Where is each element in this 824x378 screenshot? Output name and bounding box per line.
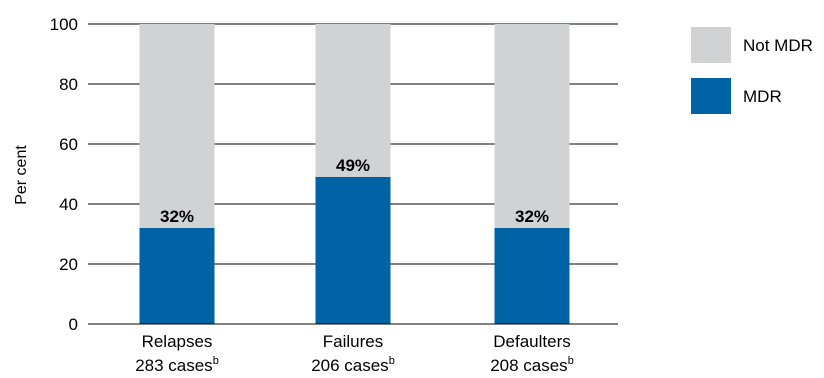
y-tick-label: 60 [59, 135, 78, 154]
legend: Not MDR MDR [691, 27, 813, 114]
legend-swatch-mdr [691, 78, 731, 114]
y-tick-label: 80 [59, 75, 78, 94]
x-category-cases: 206 casesb [311, 355, 395, 375]
y-tick-label: 40 [59, 195, 78, 214]
cases-count: 283 cases [135, 356, 213, 375]
data-labels: 32% 49% 32% [160, 156, 549, 226]
bar-mdr-failures [315, 177, 391, 324]
cases-count: 206 cases [311, 356, 389, 375]
cases-footnote-marker: b [389, 355, 395, 367]
bar-not-mdr-relapses [139, 24, 215, 228]
bar-mdr-relapses [139, 228, 215, 324]
legend-label: MDR [743, 87, 782, 106]
bar-mdr-defaulters [494, 228, 570, 324]
bars [139, 24, 570, 324]
x-category-label: Defaulters [493, 332, 570, 351]
bar-not-mdr-defaulters [494, 24, 570, 228]
x-category-cases: 208 casesb [490, 355, 574, 375]
y-tick-label: 20 [59, 255, 78, 274]
y-tick-label: 0 [69, 315, 78, 334]
data-label: 49% [336, 156, 370, 175]
x-category-label: Failures [323, 332, 383, 351]
cases-footnote-marker: b [568, 355, 574, 367]
legend-label: Not MDR [743, 36, 813, 55]
bar-not-mdr-failures [315, 24, 391, 177]
cases-count: 208 cases [490, 356, 568, 375]
legend-swatch-not-mdr [691, 27, 731, 63]
x-category-label: Relapses [142, 332, 213, 351]
cases-footnote-marker: b [213, 355, 219, 367]
x-category-cases: 283 casesb [135, 355, 219, 375]
data-label: 32% [515, 207, 549, 226]
y-axis-title: Per cent [13, 145, 30, 205]
y-axis-ticks: 0 20 40 60 80 100 [50, 15, 78, 334]
y-tick-label: 100 [50, 15, 78, 34]
data-label: 32% [160, 207, 194, 226]
